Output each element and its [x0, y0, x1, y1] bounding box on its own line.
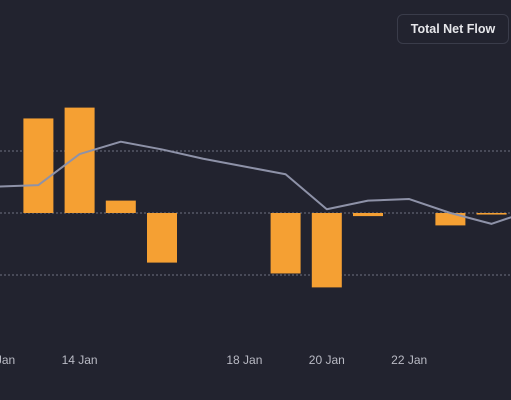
legend-total-net-flow-button[interactable]: Total Net Flow	[397, 14, 509, 44]
bar	[64, 107, 95, 213]
x-tick-label: 20 Jan	[309, 353, 345, 367]
bar	[353, 213, 383, 217]
x-tick-label: 22 Jan	[391, 353, 427, 367]
bar	[105, 200, 136, 213]
x-tick-label: 18 Jan	[226, 353, 262, 367]
bar	[147, 213, 177, 263]
x-tick-label: 14 Jan	[62, 353, 98, 367]
bar	[476, 213, 507, 215]
x-tick-label: 12 Jan	[0, 353, 15, 367]
bar	[435, 213, 466, 226]
bar	[270, 213, 301, 274]
series-line	[0, 140, 511, 225]
bar	[23, 118, 54, 213]
bar	[311, 213, 342, 288]
